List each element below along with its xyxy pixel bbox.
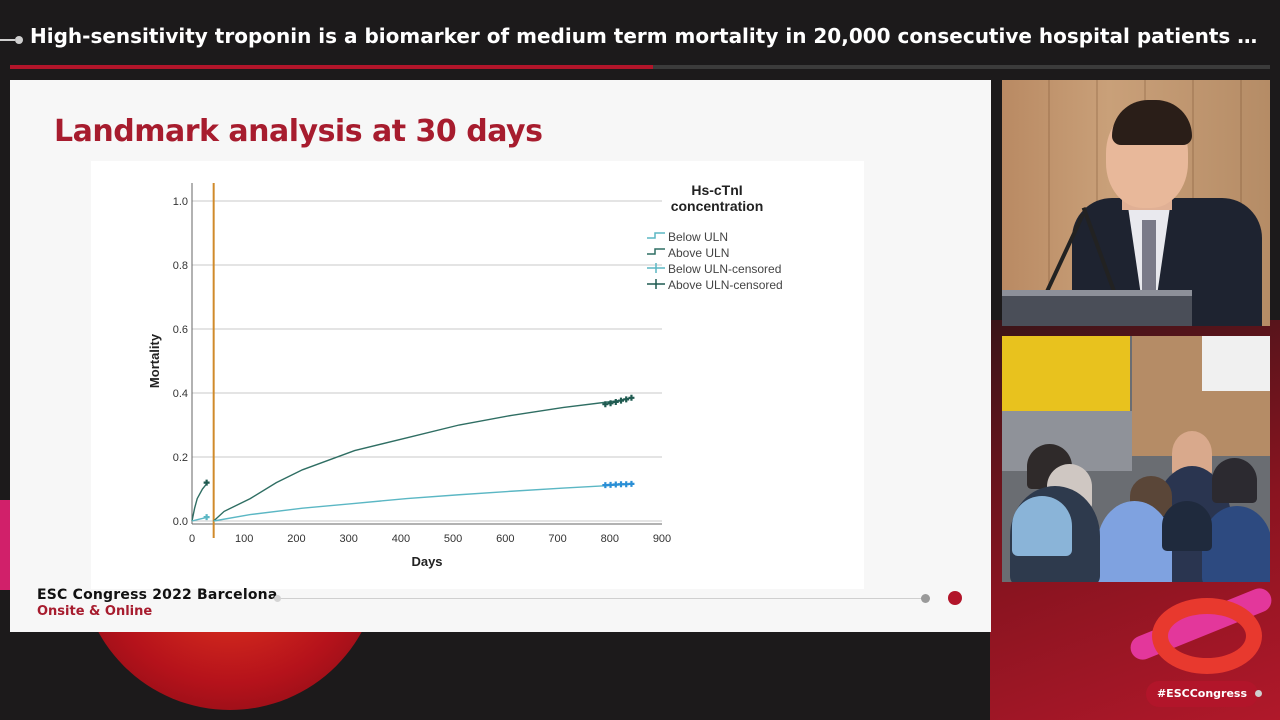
kaplan-meier-chart: 0.0 0.2 0.4 0.6 0.8 1.0 0 100 200 300 400 500 600 700… (147, 182, 783, 569)
censored-mark (607, 481, 614, 488)
congress-format: Onsite & Online (37, 604, 153, 619)
y-axis-label: Mortality (147, 333, 162, 388)
speaker-video-feed (1002, 80, 1270, 326)
y-tick-label: 0.4 (173, 388, 188, 400)
title-bullet-icon (15, 36, 23, 44)
legend-title: concentration (671, 198, 764, 214)
presentation-slide: Landmark analysis at 30 days 0.0 0.2 0.4 0.… (10, 80, 991, 632)
divider-dot-accent (948, 591, 962, 605)
censored-mark (623, 481, 630, 488)
x-axis-label: Days (411, 554, 442, 569)
hashtag-dot (1255, 690, 1262, 697)
censored-mark (628, 480, 635, 487)
censored-mark (612, 398, 619, 405)
hashtag-badge: #ESCCongress (1146, 681, 1258, 707)
legend-title: Hs-cTnI (691, 182, 742, 198)
audience-member (1212, 458, 1257, 503)
y-tick-label: 0.2 (173, 452, 188, 464)
legend-swatch (647, 232, 665, 239)
censored-mark (607, 400, 614, 407)
censored-mark (602, 482, 609, 489)
speaker-hair (1112, 100, 1192, 145)
congress-branding: ESC Congress 2022 Barcelona Onsite & Onl… (37, 587, 278, 619)
series-line (213, 483, 632, 522)
x-tick-label: 600 (496, 533, 514, 545)
slide-title: Landmark analysis at 30 days (54, 114, 543, 149)
x-tick-label: 300 (339, 533, 357, 545)
x-tick-label: 800 (601, 533, 619, 545)
audience-member (1012, 496, 1072, 556)
x-tick-label: 400 (392, 533, 410, 545)
censored-mark (203, 514, 210, 521)
playback-progress-fill (10, 65, 653, 69)
censored-mark (623, 396, 630, 403)
legend-swatch (647, 263, 665, 273)
background-decoration (0, 500, 10, 590)
stage-wall (1002, 336, 1130, 411)
x-tick-label: 100 (235, 533, 253, 545)
x-tick-label: 700 (548, 533, 566, 545)
y-tick-label: 0.8 (173, 260, 188, 272)
legend-swatch (647, 279, 665, 289)
speaker-tie (1142, 220, 1156, 290)
podium (1002, 290, 1192, 326)
legend-entry: Above ULN-censored (668, 278, 783, 292)
audience-video-feed (1002, 336, 1270, 582)
divider-dot (274, 595, 281, 602)
slide-divider (278, 598, 925, 599)
y-tick-label: 0.0 (173, 516, 188, 528)
censored-mark (628, 394, 635, 401)
chart-panel: 0.0 0.2 0.4 0.6 0.8 1.0 0 100 200 300 400 500 600 700… (91, 161, 864, 589)
series-line (213, 397, 632, 522)
title-connector (0, 39, 15, 41)
room-sign (1202, 336, 1270, 391)
divider-dot (921, 594, 930, 603)
y-tick-label: 0.6 (173, 324, 188, 336)
esc-logo-icon (1152, 598, 1262, 674)
legend-entry: Below ULN (668, 230, 728, 244)
audience-member (1162, 501, 1212, 551)
y-tick-label: 1.0 (173, 196, 188, 208)
audience-member (1202, 506, 1270, 582)
playback-progress-bar[interactable] (10, 65, 1270, 69)
x-tick-label: 500 (444, 533, 462, 545)
censored-mark (618, 397, 624, 404)
congress-name: ESC Congress 2022 Barcelona (37, 587, 278, 603)
censored-mark (618, 481, 624, 488)
audience-member (1097, 501, 1172, 582)
x-tick-label: 900 (653, 533, 671, 545)
x-tick-label: 0 (189, 533, 195, 545)
legend-entry: Below ULN-censored (668, 262, 781, 276)
session-title: High-sensitivity troponin is a biomarker… (30, 24, 1270, 48)
censored-mark (602, 401, 609, 408)
censored-mark (203, 479, 210, 486)
x-tick-label: 200 (287, 533, 305, 545)
censored-mark (612, 481, 619, 488)
legend-swatch (647, 248, 665, 255)
title-bar: High-sensitivity troponin is a biomarker… (0, 0, 1280, 80)
podium-edge (1002, 290, 1192, 296)
legend-entry: Above ULN (668, 246, 729, 260)
series-line (191, 482, 209, 522)
